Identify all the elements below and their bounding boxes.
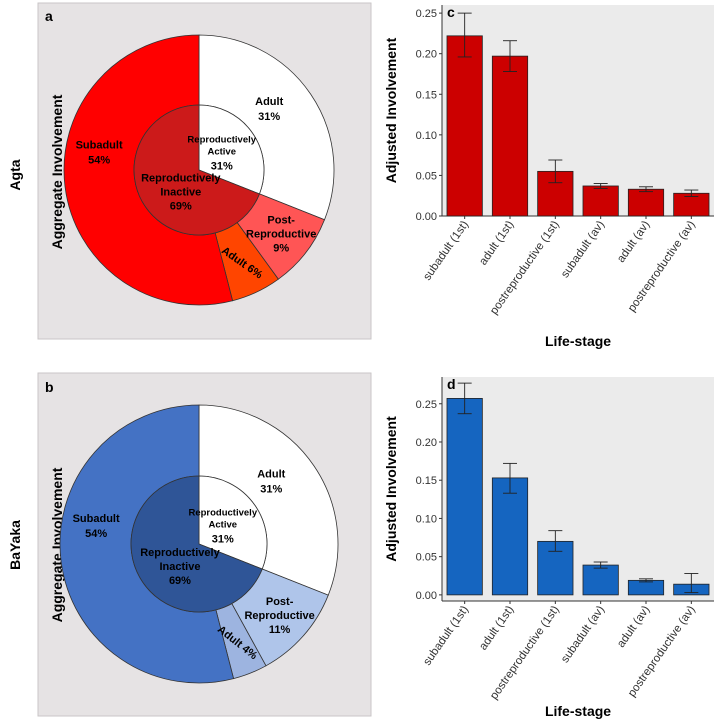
- bar-4: [627, 188, 665, 217]
- panel-a-axis-label: Aggregate Involvement: [49, 94, 65, 249]
- y-tick-label: 0.10: [416, 130, 437, 142]
- inner-label-inactive-2: Inactive: [159, 561, 200, 573]
- row-title-bayaka: BaYaka: [7, 520, 23, 570]
- x-tick-label-0: subadult (1st): [421, 219, 471, 283]
- y-axis-title: Adjusted Involvement: [383, 37, 399, 183]
- bar-0: [446, 35, 483, 217]
- inner-label-inactive-1: Reproductively: [141, 173, 221, 185]
- y-tick-label: 0.20: [416, 437, 437, 449]
- outer-label-adult: Adult: [257, 468, 285, 480]
- outer-label-subadult: Subadult: [73, 513, 120, 525]
- y-tick-label: 0.20: [416, 49, 437, 61]
- y-tick-label: 0.25: [416, 399, 437, 411]
- inner-label-active-1: Reproductively: [187, 135, 256, 146]
- x-tick-label-0: subadult (1st): [421, 604, 471, 668]
- inner-label-active-1: Reproductively: [188, 507, 257, 518]
- outer-label-adult: Adult: [255, 96, 283, 108]
- panel-letter: d: [447, 376, 456, 392]
- plot-background: [442, 377, 714, 601]
- x-axis-title: Life-stage: [545, 333, 611, 349]
- inner-slice-0: [198, 475, 268, 570]
- inner-value-inactive: 69%: [170, 201, 192, 213]
- panel-letter: c: [447, 4, 455, 20]
- y-tick-label: 0.10: [416, 513, 437, 525]
- x-tick-label-1: adult (1st): [477, 219, 516, 268]
- bar-3: [582, 564, 619, 596]
- x-tick-label-3: subadult (av): [559, 604, 607, 665]
- inner-label-active-2: Active: [207, 147, 236, 158]
- x-tick-label-4: adult (av): [615, 219, 652, 265]
- inner-label-inactive-2: Inactive: [160, 187, 201, 199]
- outer-value-postrep: 11%: [269, 624, 291, 636]
- outer-label-postrep-1: Post-: [266, 596, 294, 608]
- bar-1: [491, 477, 529, 596]
- panel-b-axis-label: Aggregate Involvement: [49, 467, 65, 622]
- row-title-agta: Agta: [7, 159, 23, 190]
- inner-label-inactive-1: Reproductively: [140, 547, 220, 559]
- x-tick-label-4: adult (av): [615, 604, 652, 650]
- y-tick-label: 0.15: [416, 475, 437, 487]
- x-tick-label-3: subadult (av): [559, 219, 607, 280]
- inner-slice-1: [130, 475, 263, 613]
- inner-value-inactive: 69%: [169, 575, 191, 587]
- x-axis-title: Life-stage: [545, 703, 611, 719]
- inner-label-active-2: Active: [209, 519, 238, 530]
- outer-label-subadult: Subadult: [76, 139, 123, 151]
- y-tick-label: 0.15: [416, 89, 437, 101]
- bar-1: [491, 55, 529, 217]
- outer-value-postrep: 9%: [273, 243, 289, 255]
- plot-background: [442, 5, 714, 216]
- outer-label-postrep-2: Reproductive: [246, 229, 316, 241]
- panel-b-letter: b: [45, 379, 54, 395]
- outer-value-subadult: 54%: [88, 154, 110, 166]
- outer-value-subadult: 54%: [85, 528, 107, 540]
- x-tick-label-1: adult (1st): [477, 604, 516, 653]
- inner-value-active: 31%: [211, 161, 233, 173]
- y-tick-label: 0.05: [416, 170, 437, 182]
- inner-slice-1: [133, 104, 260, 236]
- inner-slice-0: [198, 104, 265, 195]
- outer-label-postrep-1: Post-: [267, 215, 295, 227]
- outer-label-postrep-2: Reproductive: [244, 610, 314, 622]
- panel-a-letter: a: [45, 8, 53, 24]
- y-tick-label: 0.25: [416, 8, 437, 20]
- inner-value-active: 31%: [212, 533, 234, 545]
- bar-0: [446, 398, 483, 596]
- bar-4: [627, 579, 665, 596]
- y-tick-label: 0.00: [416, 590, 437, 602]
- outer-value-adult: 31%: [258, 111, 280, 123]
- y-axis-title: Adjusted Involvement: [383, 416, 399, 562]
- y-tick-label: 0.05: [416, 552, 437, 564]
- outer-value-adult: 31%: [260, 483, 282, 495]
- y-tick-label: 0.00: [416, 211, 437, 223]
- bar-3: [582, 185, 619, 217]
